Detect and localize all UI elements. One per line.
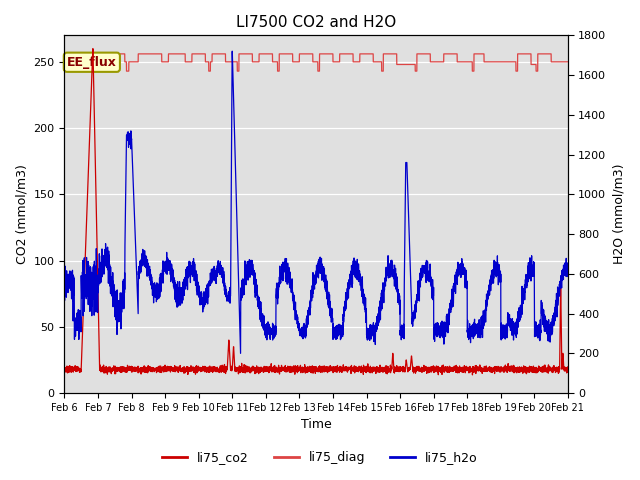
Y-axis label: H2O (mmol/m3): H2O (mmol/m3) <box>612 164 625 264</box>
Title: LI7500 CO2 and H2O: LI7500 CO2 and H2O <box>236 15 396 30</box>
Legend: li75_co2, li75_diag, li75_h2o: li75_co2, li75_diag, li75_h2o <box>157 446 483 469</box>
X-axis label: Time: Time <box>301 419 332 432</box>
Text: EE_flux: EE_flux <box>67 56 116 69</box>
Y-axis label: CO2 (mmol/m3): CO2 (mmol/m3) <box>15 164 28 264</box>
